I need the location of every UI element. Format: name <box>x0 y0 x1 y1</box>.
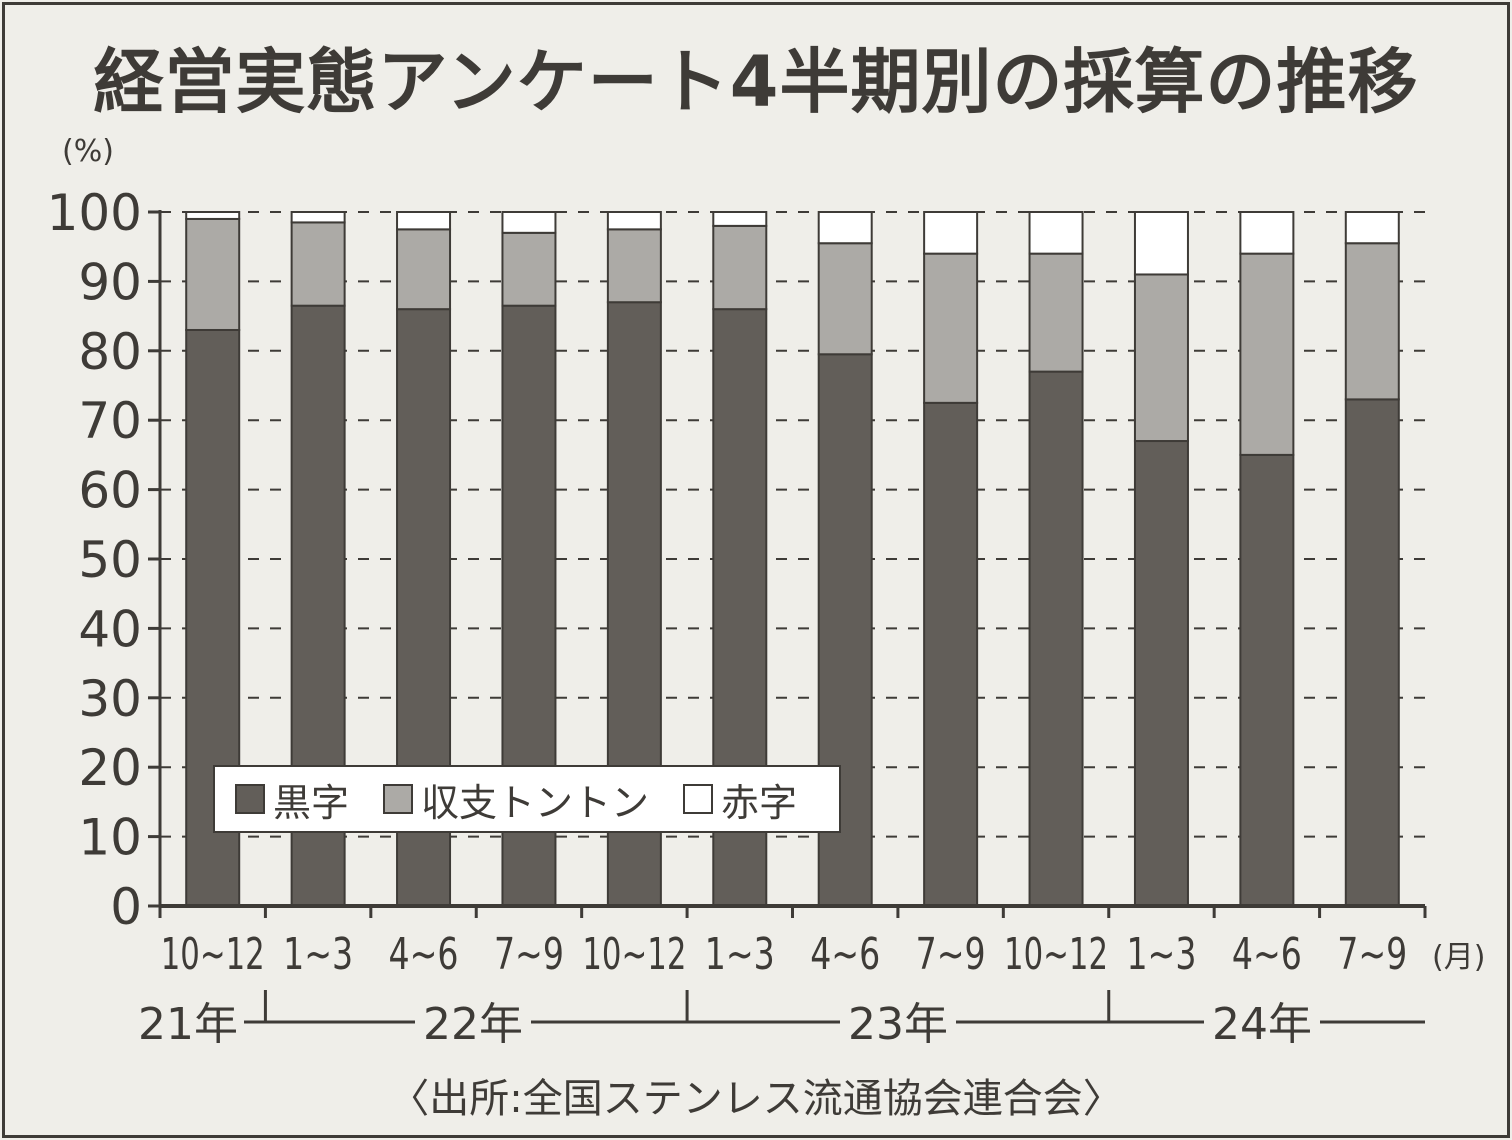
bar-segment-loss <box>606 211 662 231</box>
x-tick-label: 1~3 <box>283 929 353 980</box>
y-tick-label: 20 <box>78 739 142 797</box>
chart-title: 経営実態アンケート4半期別の採算の推移 <box>93 41 1419 123</box>
bar-segment-breakeven <box>1028 252 1084 373</box>
y-tick-label: 80 <box>78 323 142 381</box>
source-note: 〈出所:全国ステンレス流通協会連合会〉 <box>389 1076 1123 1122</box>
legend-item-breakeven: 収支トントン <box>383 772 665 827</box>
x-tick-label: 7~9 <box>494 929 564 980</box>
bar-segment-profit <box>1344 398 1400 907</box>
year-label: 24年 <box>1212 999 1312 1050</box>
legend-swatch-breakeven <box>383 784 414 814</box>
y-tick-label: 40 <box>78 600 142 658</box>
x-tick-label: 4~6 <box>1232 929 1302 980</box>
y-tick-label: 10 <box>78 809 142 867</box>
bar-segment-loss <box>1133 211 1189 276</box>
bar-segment-loss <box>290 211 346 224</box>
bar-segment-loss <box>817 211 873 245</box>
x-tick-label: 4~6 <box>810 929 880 980</box>
bar-segment-loss <box>185 211 241 220</box>
bar-segment-breakeven <box>1133 273 1189 443</box>
bar-segment-profit <box>1239 453 1295 907</box>
bar-segment-breakeven <box>290 221 346 307</box>
x-tick-label: 10~12 <box>582 929 686 980</box>
y-tick-label: 70 <box>78 392 142 450</box>
x-tick-label: 1~3 <box>705 929 775 980</box>
bar-segment-loss <box>1028 211 1084 255</box>
legend-swatch-loss <box>683 784 714 814</box>
bar-segment-breakeven <box>606 228 662 304</box>
year-label: 22年 <box>423 999 523 1050</box>
y-tick-label: 30 <box>78 670 142 728</box>
x-tick-label: 7~9 <box>1337 929 1407 980</box>
bar-segment-breakeven <box>185 217 241 331</box>
y-tick-label: 0 <box>110 878 142 936</box>
bar-segment-breakeven <box>923 252 979 404</box>
bar-segment-loss <box>923 211 979 255</box>
bar-segment-loss <box>1239 211 1295 255</box>
bar-segment-breakeven <box>712 224 768 311</box>
bar-segment-loss <box>1344 211 1400 245</box>
legend-label-loss: 赤字 <box>721 780 798 825</box>
y-tick-label: 50 <box>78 531 142 589</box>
x-tick-label: 4~6 <box>389 929 459 980</box>
bar-segment-profit <box>1028 370 1084 907</box>
bar-segment-loss <box>396 211 452 231</box>
bar-segment-breakeven <box>501 231 557 307</box>
y-tick-label: 100 <box>47 184 142 242</box>
bar-segment-breakeven <box>396 228 452 311</box>
year-label: 21年 <box>138 999 238 1050</box>
bar-segment-loss <box>501 211 557 234</box>
x-tick-label: 7~9 <box>916 929 986 980</box>
bar-segment-breakeven <box>1344 242 1400 401</box>
bar-segment-breakeven <box>1239 252 1295 456</box>
year-label: 23年 <box>848 999 948 1050</box>
x-unit-label: (月) <box>1432 940 1486 975</box>
bar-segment-loss <box>712 211 768 227</box>
legend-item-profit: 黒字 <box>235 772 365 827</box>
x-tick-label: 1~3 <box>1126 929 1196 980</box>
legend-label-profit: 黒字 <box>273 780 350 825</box>
legend: 黒字 収支トントン 赤字 <box>213 765 841 833</box>
y-tick-label: 90 <box>78 253 142 311</box>
legend-label-breakeven: 収支トントン <box>421 780 650 825</box>
x-tick-label: 10~12 <box>161 929 265 980</box>
bar-segment-profit <box>1133 440 1189 907</box>
bar-segment-profit <box>923 401 979 907</box>
bar-segment-breakeven <box>817 242 873 356</box>
x-tick-label: 10~12 <box>1004 929 1108 980</box>
legend-swatch-profit <box>235 784 265 814</box>
legend-item-loss: 赤字 <box>683 772 813 827</box>
y-tick-label: 60 <box>78 462 142 520</box>
y-unit-label: (%) <box>62 134 114 169</box>
